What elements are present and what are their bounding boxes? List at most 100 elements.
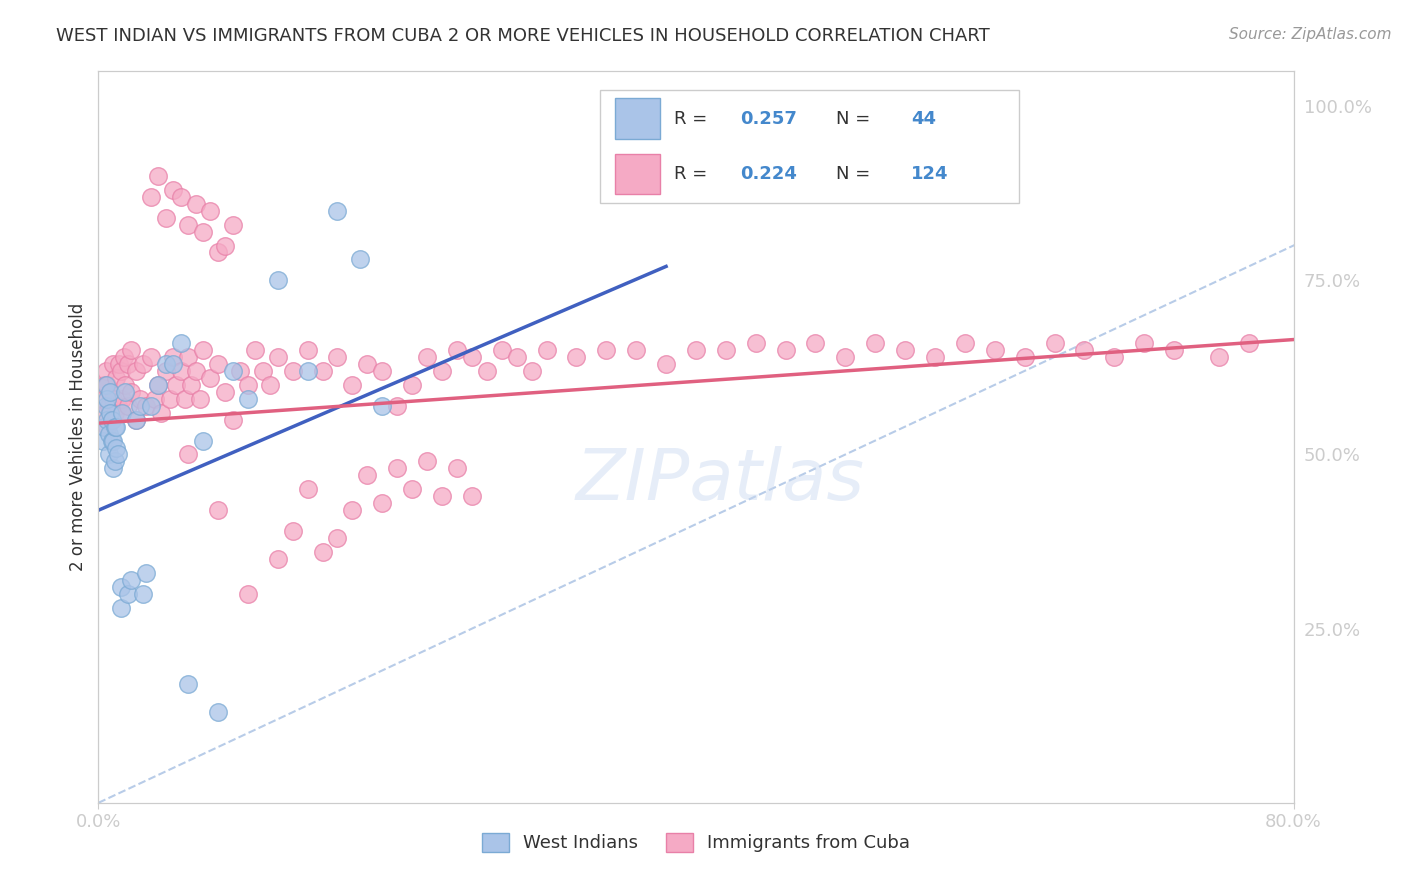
Point xyxy=(139,399,162,413)
Point xyxy=(98,384,122,399)
Point xyxy=(103,434,125,448)
Point xyxy=(114,384,136,399)
FancyBboxPatch shape xyxy=(614,98,661,138)
Point xyxy=(804,336,827,351)
Point xyxy=(148,377,170,392)
Point xyxy=(984,343,1007,357)
Point xyxy=(162,350,184,364)
Point xyxy=(865,336,887,351)
Point xyxy=(96,419,118,434)
Point xyxy=(129,392,152,406)
Point xyxy=(117,399,139,413)
Point xyxy=(107,399,129,413)
Point xyxy=(214,384,236,399)
Point xyxy=(110,406,132,420)
Point xyxy=(120,384,142,399)
Point xyxy=(326,350,349,364)
Point xyxy=(222,412,245,426)
Point xyxy=(281,364,304,378)
Point xyxy=(105,441,128,455)
Point xyxy=(1104,350,1126,364)
Point xyxy=(446,461,468,475)
Point xyxy=(401,377,423,392)
Point xyxy=(385,399,409,413)
Point xyxy=(117,357,139,371)
Point xyxy=(207,357,229,371)
Point xyxy=(267,350,290,364)
Point xyxy=(714,343,737,357)
Point xyxy=(297,483,319,497)
Point xyxy=(125,412,148,426)
Point xyxy=(1163,343,1185,357)
Point xyxy=(536,343,558,357)
Point xyxy=(416,350,439,364)
Point xyxy=(259,377,281,392)
Point xyxy=(96,392,118,406)
Point xyxy=(110,600,132,615)
Point xyxy=(245,343,267,357)
Point xyxy=(94,364,117,378)
Point xyxy=(236,587,259,601)
Point xyxy=(184,196,207,211)
Point xyxy=(1043,336,1066,351)
Point xyxy=(155,364,177,378)
Point xyxy=(120,343,142,357)
Point xyxy=(446,343,468,357)
Point xyxy=(111,392,134,406)
Point xyxy=(101,412,124,426)
Point xyxy=(162,183,184,197)
Point xyxy=(105,371,128,385)
Point xyxy=(110,580,132,594)
Text: ZIPatlas: ZIPatlas xyxy=(575,447,865,516)
Point xyxy=(356,357,378,371)
Text: R =: R = xyxy=(675,165,713,183)
Point xyxy=(207,705,229,719)
Point xyxy=(207,245,229,260)
Point xyxy=(96,412,118,426)
Text: 0.224: 0.224 xyxy=(740,165,797,183)
Point xyxy=(1014,350,1036,364)
Point xyxy=(143,392,166,406)
Point xyxy=(91,434,114,448)
Text: R =: R = xyxy=(675,110,713,128)
Point xyxy=(108,357,131,371)
Point xyxy=(94,406,117,420)
Point xyxy=(184,364,207,378)
Point xyxy=(125,364,148,378)
Point xyxy=(200,371,222,385)
Point xyxy=(94,399,117,413)
Point xyxy=(191,434,214,448)
Point xyxy=(111,406,134,420)
Point xyxy=(162,357,184,371)
Point xyxy=(506,350,529,364)
Point xyxy=(214,238,236,252)
Point xyxy=(297,364,319,378)
Point xyxy=(101,434,124,448)
Point xyxy=(200,203,222,218)
Point xyxy=(371,399,394,413)
Point xyxy=(311,364,333,378)
Point xyxy=(461,489,484,503)
Point xyxy=(745,336,768,351)
Point xyxy=(1237,336,1260,351)
Point xyxy=(169,364,191,378)
FancyBboxPatch shape xyxy=(600,90,1019,203)
Point xyxy=(326,203,349,218)
Point xyxy=(110,364,132,378)
Point xyxy=(135,399,157,413)
Point xyxy=(135,566,157,580)
Point xyxy=(267,273,290,287)
Point xyxy=(104,454,127,468)
Point xyxy=(297,343,319,357)
FancyBboxPatch shape xyxy=(614,154,661,194)
Point xyxy=(169,336,191,351)
Point xyxy=(311,545,333,559)
Y-axis label: 2 or more Vehicles in Household: 2 or more Vehicles in Household xyxy=(69,303,87,571)
Point xyxy=(188,392,211,406)
Point xyxy=(461,350,484,364)
Text: 124: 124 xyxy=(911,165,949,183)
Point xyxy=(97,448,120,462)
Text: WEST INDIAN VS IMMIGRANTS FROM CUBA 2 OR MORE VEHICLES IN HOUSEHOLD CORRELATION : WEST INDIAN VS IMMIGRANTS FROM CUBA 2 OR… xyxy=(56,27,990,45)
Point xyxy=(430,364,453,378)
Point xyxy=(165,377,187,392)
